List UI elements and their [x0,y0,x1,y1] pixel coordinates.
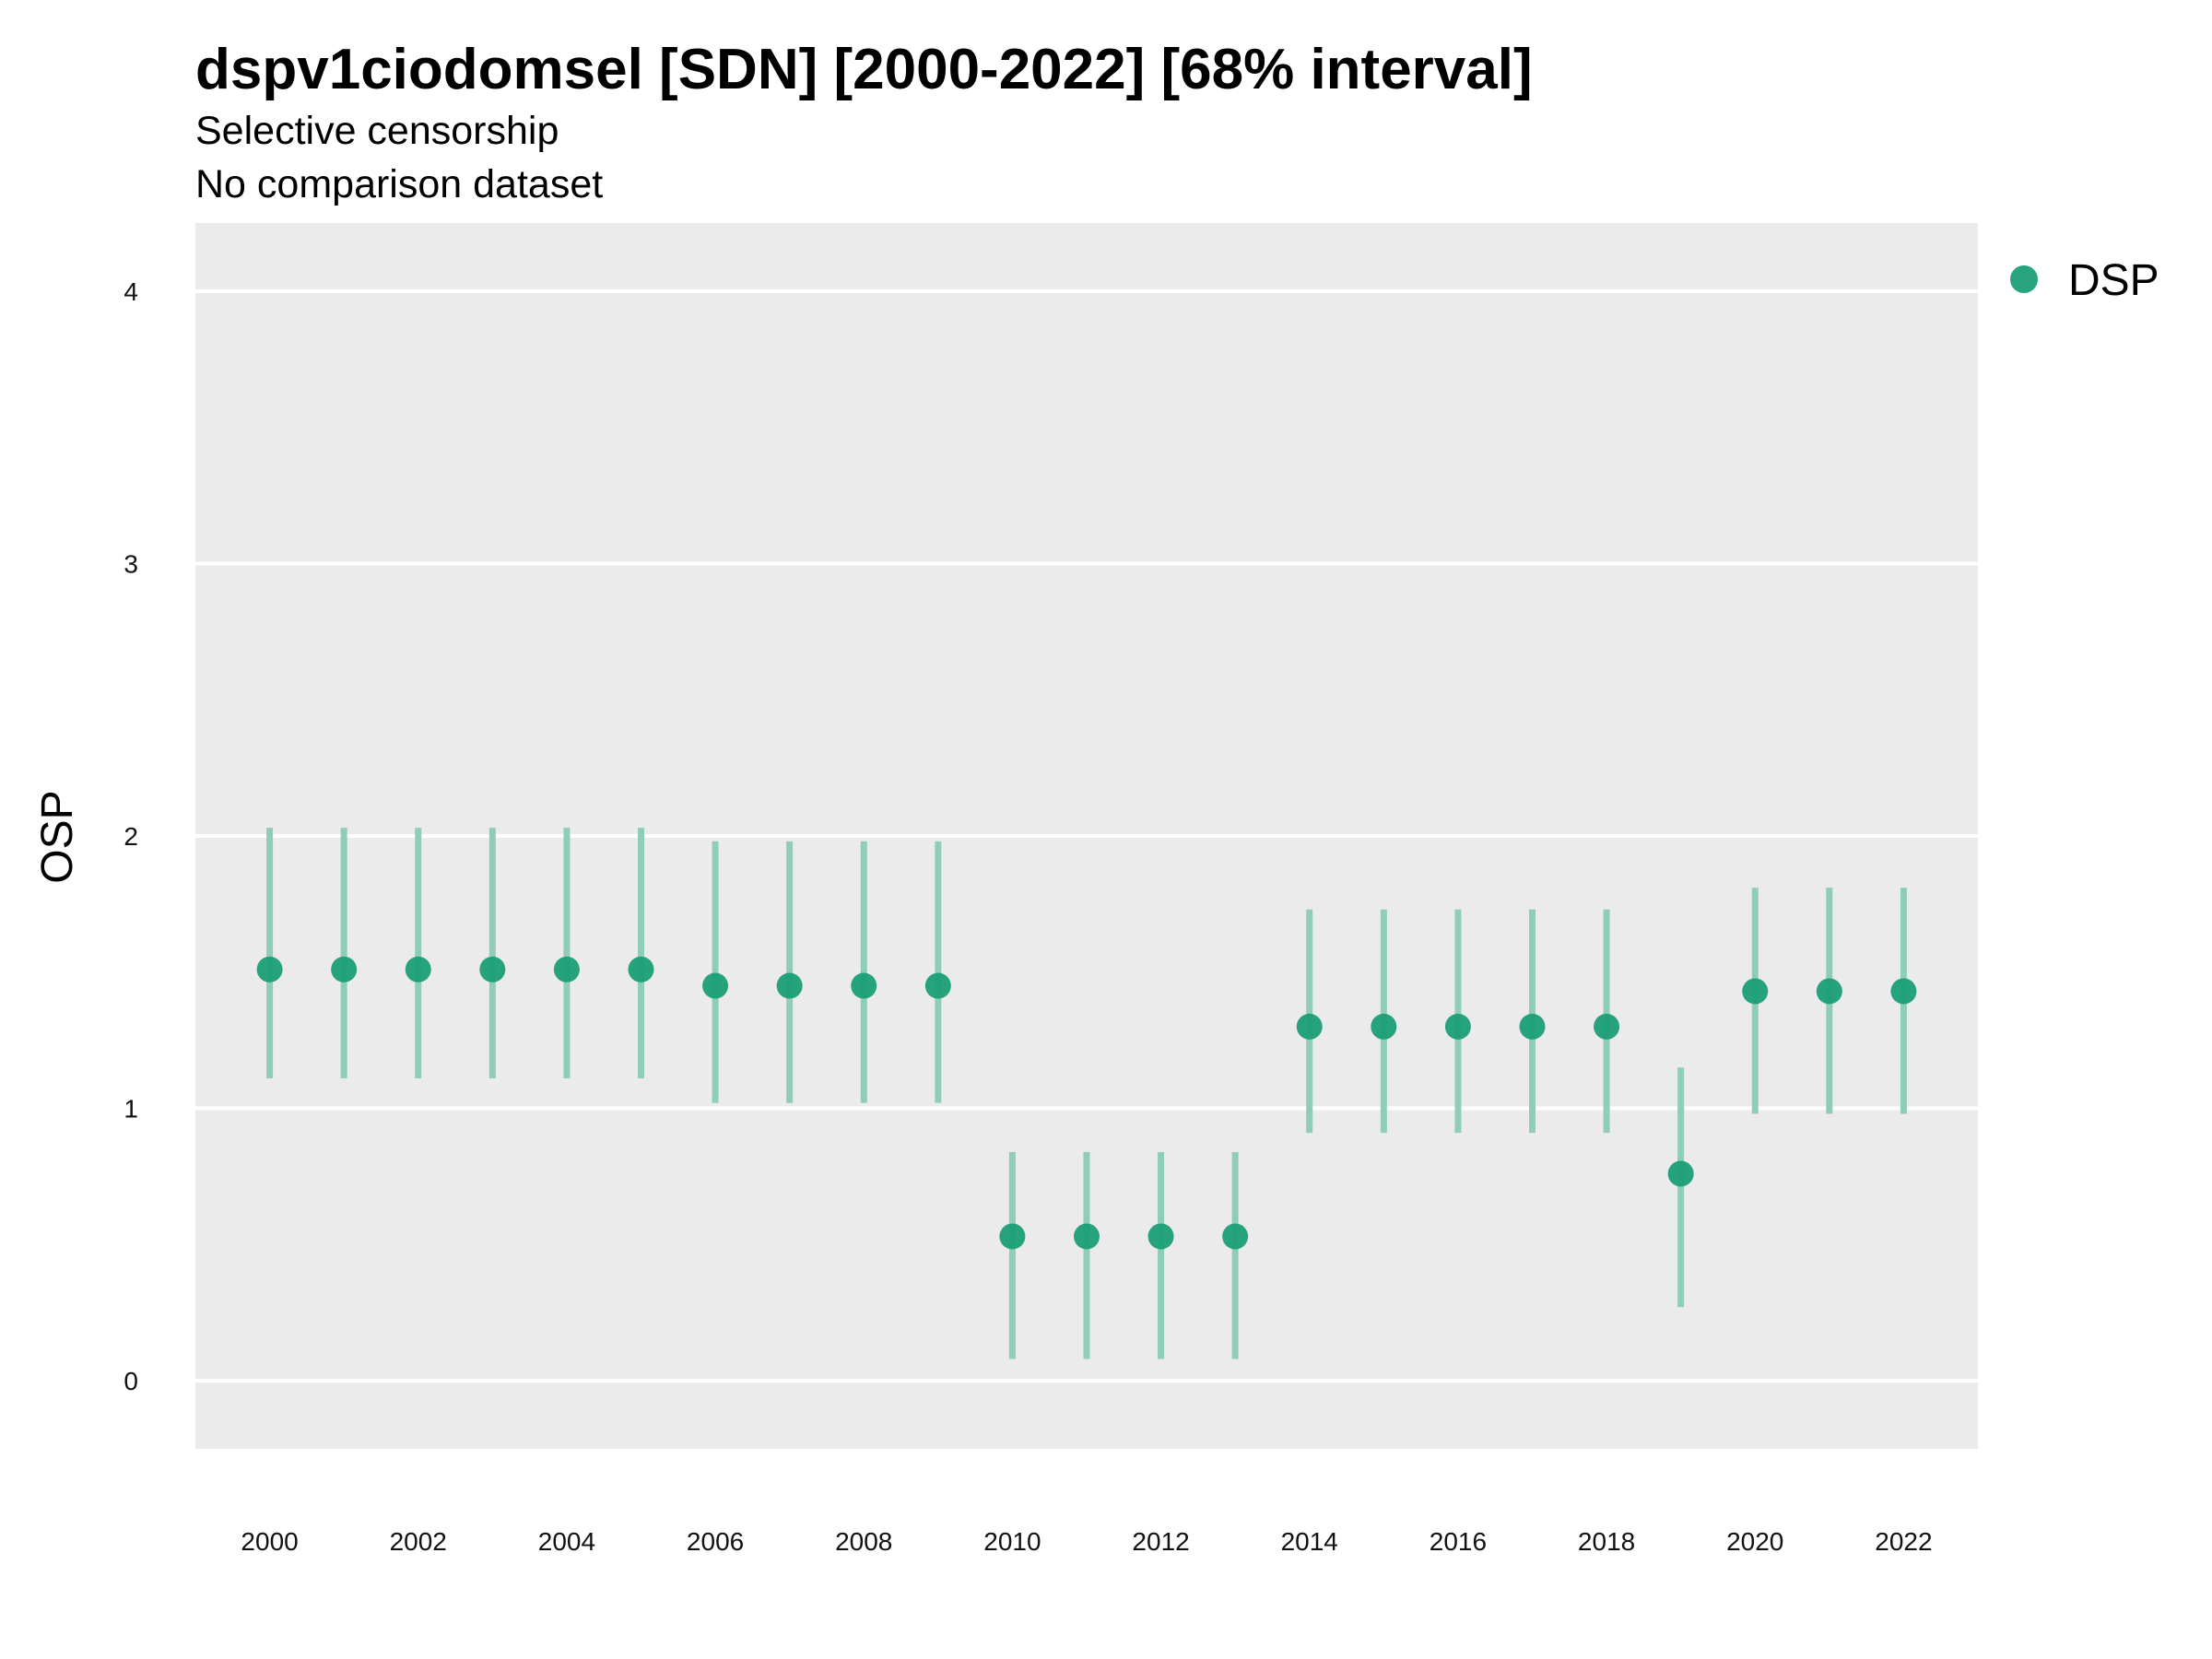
data-point [702,972,729,999]
y-tick-label: 4 [124,277,138,306]
x-tick-label: 2012 [1132,1527,1189,1556]
y-tick-label: 3 [124,549,138,578]
data-point [1890,978,1917,1005]
y-axis-ticks: 0 1 2 3 4 [124,277,138,1395]
y-tick-label: 1 [124,1095,138,1124]
data-point [999,1223,1026,1250]
x-tick-label: 2020 [1726,1527,1783,1556]
x-axis-ticks: 2000 2002 2004 2006 2008 2010 2012 2014 2016 2018… [241,1527,1932,1556]
y-tick-label: 2 [124,822,138,851]
data-point [1444,1013,1471,1040]
y-tick-label: 0 [124,1367,138,1395]
x-tick-label: 2008 [835,1527,892,1556]
data-point [553,956,580,982]
x-tick-label: 2018 [1578,1527,1635,1556]
data-point [924,972,951,999]
x-tick-label: 2002 [390,1527,447,1556]
chart-title: dspv1ciodomsel [SDN] [2000-2022] [68% in… [195,38,1533,101]
x-tick-label: 2004 [538,1527,595,1556]
legend: DSP [2010,256,2159,305]
data-point [405,956,431,982]
x-tick-label: 2000 [241,1527,298,1556]
data-point [1147,1223,1174,1250]
data-point [1594,1013,1620,1040]
y-axis-label: OSP [33,790,82,883]
data-point [1296,1013,1323,1040]
x-tick-label: 2022 [1875,1527,1932,1556]
data-point [1816,978,1842,1005]
x-tick-label: 2006 [687,1527,744,1556]
chart-subtitle-secondary: No comparison dataset [195,162,603,206]
data-point [1519,1013,1546,1040]
data-point [1222,1223,1249,1250]
data-point [331,956,358,982]
data-point [1742,978,1769,1005]
chart-subtitle: Selective censorship [195,109,559,153]
legend-marker-dsp [2010,265,2038,293]
data-point [256,956,283,982]
x-tick-label: 2014 [1281,1527,1338,1556]
data-point [776,972,803,999]
x-tick-label: 2010 [983,1527,1041,1556]
data-point [1074,1223,1100,1250]
data-points [256,956,1917,1250]
data-point [1667,1160,1694,1187]
data-point [479,956,506,982]
data-point [1371,1013,1397,1040]
data-point [851,972,877,999]
x-tick-label: 2016 [1430,1527,1487,1556]
data-point [628,956,654,982]
legend-label-dsp: DSP [2068,256,2159,305]
